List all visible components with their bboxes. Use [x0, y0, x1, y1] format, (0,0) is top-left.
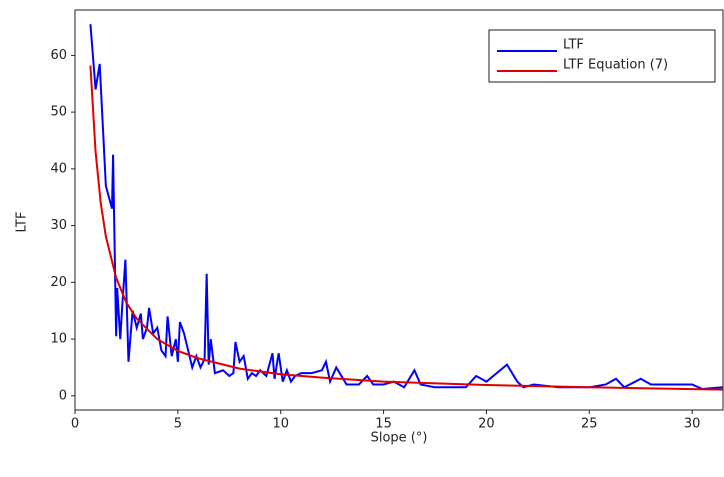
y-tick-label: 50	[50, 105, 67, 120]
plot-lines	[89, 24, 723, 391]
y-tick-label: 60	[50, 48, 67, 63]
legend-box	[488, 29, 716, 83]
x-tick-label: 20	[478, 417, 495, 432]
series-line	[89, 24, 723, 391]
y-axis-label: LTF	[15, 212, 30, 233]
x-tick-label: 15	[375, 417, 392, 432]
legend-label: LTF Equation (7)	[563, 58, 668, 73]
series-line	[89, 65, 723, 391]
x-tick-label: 5	[174, 417, 182, 432]
y-tick-label: 30	[50, 218, 67, 233]
x-tick-label: 0	[71, 417, 79, 432]
plot-frame	[74, 9, 724, 411]
legend-label: LTF	[563, 38, 584, 53]
x-tick-label: 30	[684, 417, 701, 432]
y-tick-label: 0	[59, 388, 67, 403]
y-tick-label: 20	[50, 275, 67, 290]
x-tick-label: 10	[272, 417, 289, 432]
x-tick-label: 25	[581, 417, 598, 432]
y-tick-label: 40	[50, 161, 67, 176]
x-axis-label: Slope (°)	[371, 431, 428, 446]
y-tick-label: 10	[50, 332, 67, 347]
